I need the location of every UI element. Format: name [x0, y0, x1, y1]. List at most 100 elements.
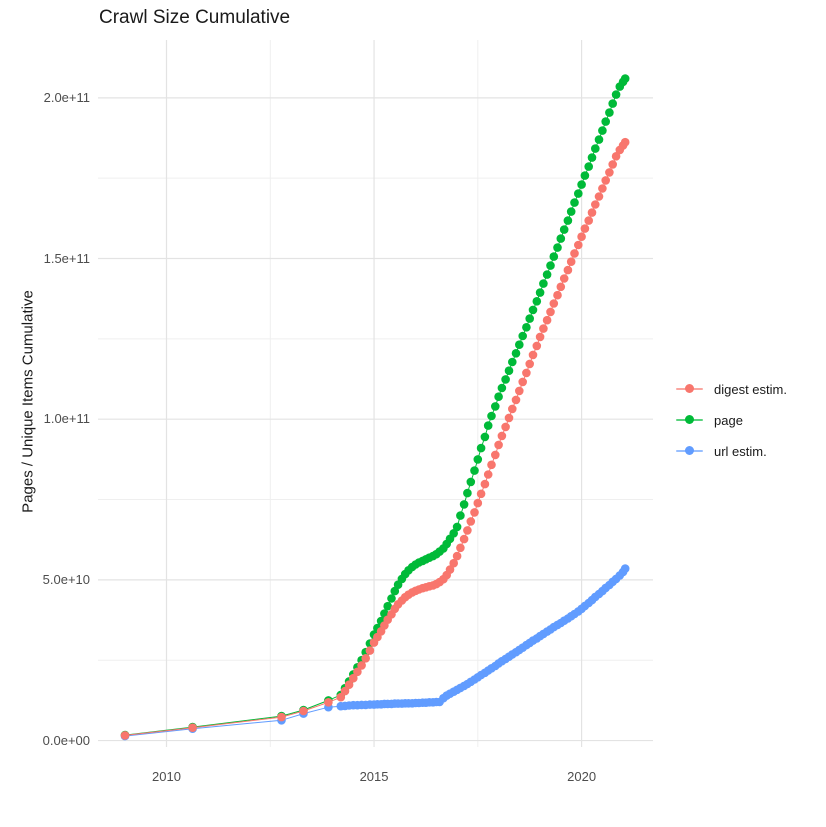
- data-point: [605, 168, 614, 177]
- data-point: [456, 543, 465, 553]
- data-point: [584, 216, 593, 225]
- legend: digest estim. page url estim.: [676, 378, 787, 462]
- data-point: [563, 265, 573, 275]
- data-point: [361, 654, 371, 663]
- data-point: [487, 411, 496, 421]
- legend-label: page: [714, 412, 743, 428]
- data-point: [549, 252, 559, 261]
- y-tick-label: 0.0e+00: [42, 732, 90, 748]
- data-point: [549, 299, 559, 308]
- data-point: [452, 551, 462, 561]
- data-point: [511, 349, 521, 358]
- data-point: [566, 257, 576, 267]
- data-point: [299, 706, 308, 716]
- data-point: [598, 126, 607, 135]
- data-point: [574, 240, 583, 250]
- data-point: [559, 274, 569, 283]
- y-tick-label: 2.0e+11: [43, 89, 90, 105]
- data-point: [483, 470, 493, 479]
- series-digest-estim: [120, 137, 630, 740]
- legend-point-line-icon: [676, 380, 703, 398]
- data-point: [563, 216, 573, 225]
- data-point: [473, 498, 483, 508]
- data-point: [559, 225, 569, 234]
- legend-point-line-icon: [676, 442, 703, 460]
- data-point: [470, 466, 479, 475]
- data-point: [487, 460, 496, 470]
- data-point: [611, 90, 621, 99]
- data-point: [532, 297, 542, 306]
- data-point: [584, 162, 593, 171]
- data-point: [494, 392, 503, 402]
- data-point: [452, 522, 462, 532]
- data-point: [344, 680, 354, 689]
- data-point: [383, 601, 393, 611]
- data-point: [620, 74, 630, 83]
- data-point: [515, 340, 524, 350]
- data-point: [336, 692, 346, 702]
- data-point: [518, 331, 527, 341]
- data-point: [539, 279, 548, 288]
- data-point: [459, 500, 469, 509]
- data-point: [480, 479, 490, 489]
- data-point: [601, 176, 610, 185]
- data-point: [456, 511, 465, 520]
- data-point: [553, 290, 562, 300]
- data-point: [570, 198, 579, 207]
- data-point: [466, 477, 476, 487]
- data-point: [476, 443, 486, 453]
- data-point: [570, 249, 579, 258]
- y-tick-label: 1.5e+11: [43, 250, 90, 266]
- data-point: [497, 383, 507, 393]
- data-point: [504, 366, 514, 376]
- data-point: [357, 661, 366, 670]
- data-point: [277, 712, 286, 722]
- data-point: [580, 224, 590, 233]
- data-point: [532, 341, 542, 351]
- data-point: [553, 243, 562, 252]
- data-point: [525, 359, 534, 369]
- data-point: [445, 565, 455, 574]
- legend-item-page: page: [676, 409, 787, 431]
- data-point: [535, 288, 545, 297]
- data-point: [515, 386, 524, 396]
- data-point: [349, 673, 358, 683]
- legend-point-line-icon: [676, 411, 703, 429]
- x-tick-label: 2015: [359, 769, 389, 784]
- legend-label: url estim.: [714, 443, 767, 459]
- data-point: [556, 282, 566, 292]
- data-point: [608, 160, 617, 169]
- data-point: [546, 307, 555, 317]
- data-point: [587, 208, 597, 217]
- data-point: [476, 489, 486, 499]
- data-point: [528, 350, 538, 360]
- data-point: [605, 108, 614, 117]
- data-point: [594, 135, 604, 144]
- data-point: [491, 450, 500, 460]
- data-point: [580, 171, 590, 180]
- data-point: [577, 180, 586, 189]
- data-point: [459, 534, 469, 544]
- data-point: [511, 395, 521, 405]
- data-point: [528, 305, 538, 315]
- data-point: [188, 723, 197, 732]
- data-point: [494, 440, 503, 450]
- data-point: [501, 422, 510, 432]
- legend-item-url-estim: url estim.: [676, 440, 787, 462]
- data-point: [539, 324, 548, 333]
- data-point: [470, 508, 479, 517]
- y-tick-label: 1.0e+11: [43, 411, 90, 427]
- data-point: [574, 189, 583, 198]
- data-point: [522, 368, 531, 378]
- series-url-estim: [120, 564, 630, 741]
- data-point: [542, 270, 552, 279]
- data-point: [508, 357, 517, 367]
- data-point: [491, 402, 500, 411]
- legend-item-digest-estim: digest estim.: [676, 378, 787, 400]
- chart-title: Crawl Size Cumulative: [99, 7, 291, 28]
- data-point: [466, 517, 476, 526]
- data-point: [535, 332, 545, 342]
- data-point: [390, 586, 400, 596]
